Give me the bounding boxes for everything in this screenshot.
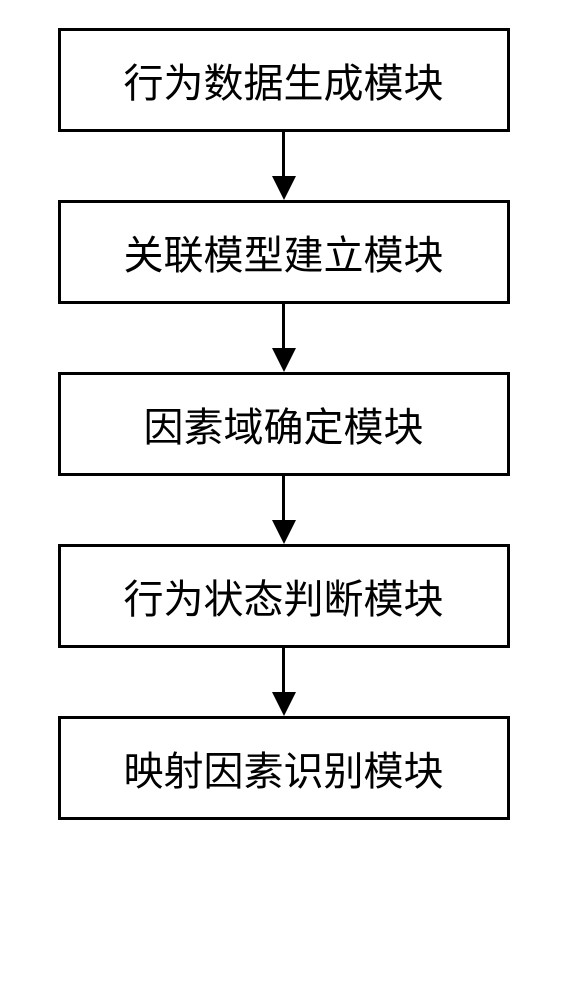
arrow-line [282,132,285,176]
arrow-head-icon [272,692,296,716]
flow-node-label: 行为状态判断模块 [124,567,444,625]
arrow-head-icon [272,520,296,544]
flow-node-n4: 行为状态判断模块 [58,544,510,648]
flow-node-n3: 因素域确定模块 [58,372,510,476]
arrow-line [282,476,285,520]
arrow-line [282,304,285,348]
flowchart-container: 行为数据生成模块关联模型建立模块因素域确定模块行为状态判断模块映射因素识别模块 [58,28,510,820]
flow-node-n5: 映射因素识别模块 [58,716,510,820]
flow-arrow [272,304,296,372]
flow-arrow [272,476,296,544]
arrow-head-icon [272,176,296,200]
arrow-head-icon [272,348,296,372]
arrow-line [282,648,285,692]
flow-node-label: 关联模型建立模块 [124,223,444,281]
flow-node-n2: 关联模型建立模块 [58,200,510,304]
flow-arrow [272,648,296,716]
flow-arrow [272,132,296,200]
flow-node-n1: 行为数据生成模块 [58,28,510,132]
flow-node-label: 行为数据生成模块 [124,51,444,109]
flow-node-label: 映射因素识别模块 [124,739,444,797]
flow-node-label: 因素域确定模块 [144,395,424,453]
